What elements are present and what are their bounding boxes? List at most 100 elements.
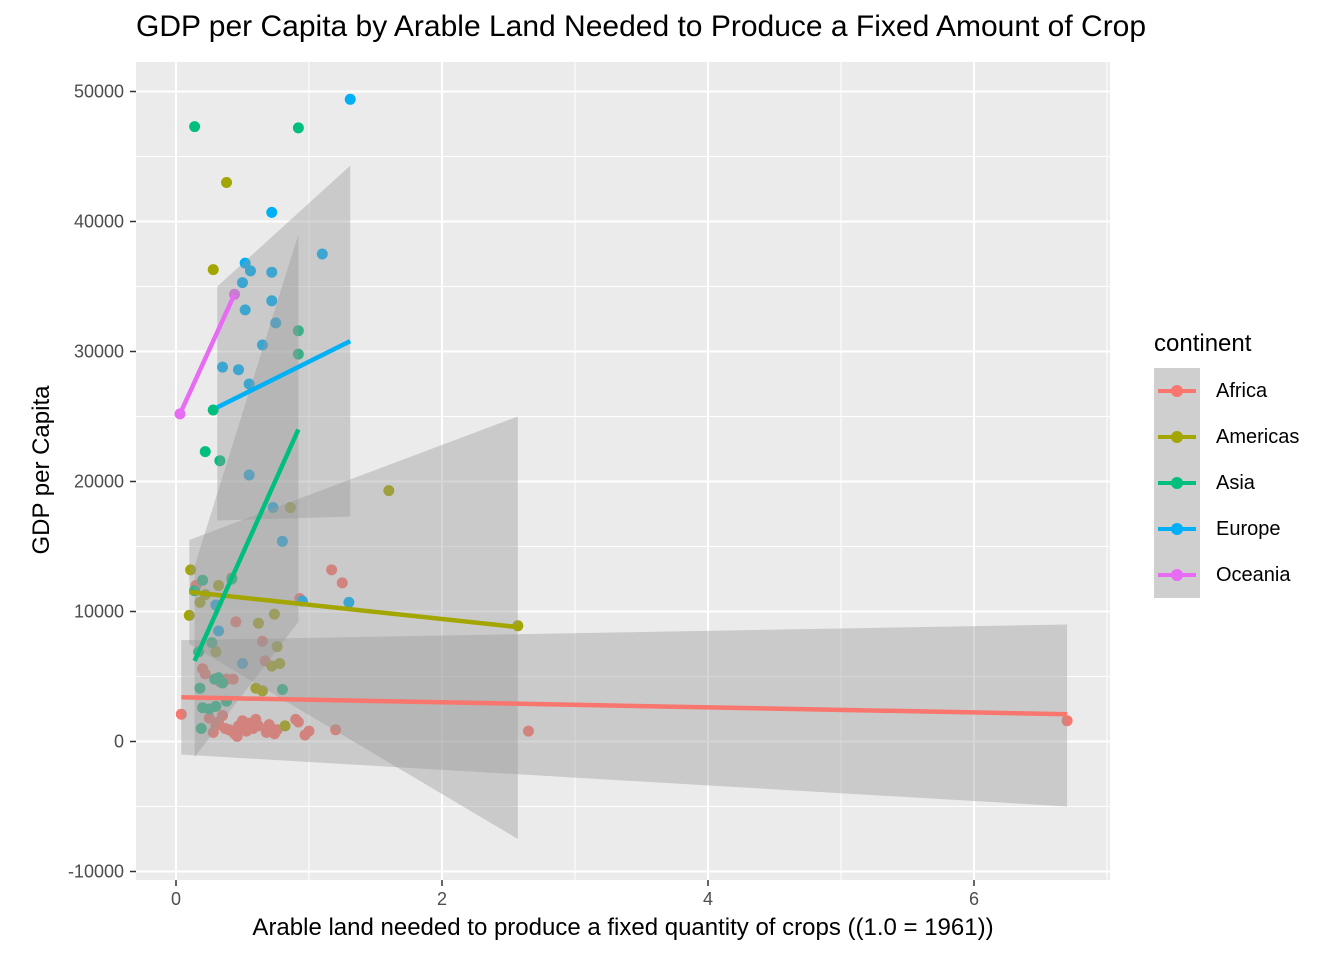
legend-title: continent: [1154, 330, 1252, 357]
confidence-band-africa: [181, 624, 1068, 807]
data-point-asia: [214, 455, 226, 467]
data-point-africa: [175, 708, 187, 720]
y-tick-label: 50000: [74, 82, 124, 102]
trend-line-europe: [216, 339, 352, 410]
legend-label: Africa: [1216, 379, 1268, 402]
data-point-africa: [330, 724, 342, 736]
data-point-africa: [230, 616, 242, 628]
trend-line-asia: [192, 428, 301, 662]
data-point-asia: [199, 446, 211, 458]
data-point-asia: [210, 700, 222, 712]
data-point-asia: [292, 122, 304, 134]
data-point-europe: [213, 625, 225, 637]
data-point-europe: [233, 364, 245, 376]
legend-label: Europe: [1216, 517, 1281, 540]
data-point-americas: [185, 564, 197, 576]
data-point-europe: [244, 265, 256, 277]
legend-key-europe: [1154, 506, 1200, 552]
data-point-americas: [213, 580, 225, 591]
data-point-asia: [206, 637, 218, 649]
data-point-europe: [266, 206, 278, 218]
legend-point-swatch: [1171, 385, 1183, 397]
data-point-europe: [343, 596, 355, 608]
data-point-europe: [270, 317, 282, 329]
data-point-europe: [239, 304, 251, 316]
data-point-africa: [227, 673, 239, 685]
data-point-asia: [189, 121, 201, 133]
trend-line-oceania: [177, 293, 237, 415]
y-axis-label: GDP per Capita: [28, 385, 55, 555]
trend-line-americas: [189, 589, 519, 630]
legend-key-oceania: [1154, 552, 1200, 598]
data-point-europe: [266, 266, 278, 278]
data-point-africa: [252, 720, 264, 732]
data-point-europe: [237, 277, 248, 289]
y-tick-label: 40000: [74, 212, 124, 232]
data-point-europe: [243, 469, 255, 481]
data-point-americas: [268, 608, 280, 620]
data-point-americas: [383, 485, 395, 497]
data-point-americas: [284, 502, 296, 513]
data-point-africa: [199, 668, 211, 680]
x-axis-label: Arable land needed to produce a fixed qu…: [252, 914, 994, 941]
x-tick-label: 4: [703, 889, 713, 909]
x-tick-label: 2: [437, 889, 447, 909]
plot-panel: [136, 62, 1110, 880]
y-tick-label: -10000: [68, 862, 124, 882]
data-point-africa: [256, 635, 268, 647]
data-point-americas: [279, 720, 291, 732]
legend-label: Asia: [1216, 471, 1255, 494]
data-point-americas: [271, 641, 283, 653]
data-point-asia: [292, 325, 304, 337]
data-point-asia: [197, 574, 209, 586]
confidence-band-europe: [217, 165, 351, 521]
data-point-africa: [303, 725, 315, 737]
data-point-asia: [207, 404, 219, 416]
confidence-band-americas: [189, 416, 518, 839]
data-point-asia: [217, 677, 229, 689]
data-point-africa: [336, 577, 348, 589]
data-point-europe: [316, 248, 328, 260]
y-tick-label: 30000: [74, 342, 124, 362]
data-point-asia: [276, 684, 288, 695]
legend-point-swatch: [1171, 523, 1183, 535]
legend-item-asia: Asia: [1154, 460, 1299, 506]
data-point-africa: [292, 716, 304, 728]
data-point-americas: [210, 646, 222, 658]
legend-label: Americas: [1216, 425, 1300, 448]
data-point-americas: [194, 596, 206, 608]
legend-label: Oceania: [1216, 563, 1291, 586]
data-point-africa: [522, 725, 534, 737]
data-point-americas: [256, 685, 268, 697]
data-point-europe: [266, 295, 278, 307]
legend-key-africa: [1154, 368, 1200, 414]
data-point-americas: [274, 658, 286, 669]
legend-item-oceania: Oceania: [1154, 552, 1299, 598]
x-tick-label: 6: [969, 889, 979, 909]
y-tick-label: 10000: [74, 602, 124, 622]
data-point-europe: [256, 339, 268, 351]
data-point-europe: [267, 502, 279, 513]
data-point-asia: [292, 348, 304, 360]
data-point-americas: [183, 609, 195, 621]
data-point-americas: [207, 264, 219, 276]
legend-items: Africa Americas Asia Europe Oceania: [1154, 368, 1299, 598]
data-point-africa: [217, 710, 229, 721]
data-point-europe: [276, 535, 288, 547]
trend-line-africa: [181, 695, 1068, 717]
legend-point-swatch: [1171, 431, 1183, 443]
confidence-band-asia: [194, 234, 299, 758]
legend-item-africa: Africa: [1154, 368, 1299, 414]
data-point-americas: [221, 177, 233, 188]
y-tick-label: 20000: [74, 472, 124, 492]
data-point-asia: [194, 682, 206, 694]
data-point-africa: [203, 712, 215, 724]
legend: continent Africa Americas Asia Europe Oceani…: [1154, 330, 1299, 598]
legend-point-swatch: [1171, 569, 1183, 581]
x-tick-label: 0: [171, 889, 181, 909]
legend-point-swatch: [1171, 477, 1183, 489]
data-point-asia: [195, 723, 207, 734]
data-point-americas: [252, 617, 264, 629]
data-point-africa: [231, 730, 243, 742]
